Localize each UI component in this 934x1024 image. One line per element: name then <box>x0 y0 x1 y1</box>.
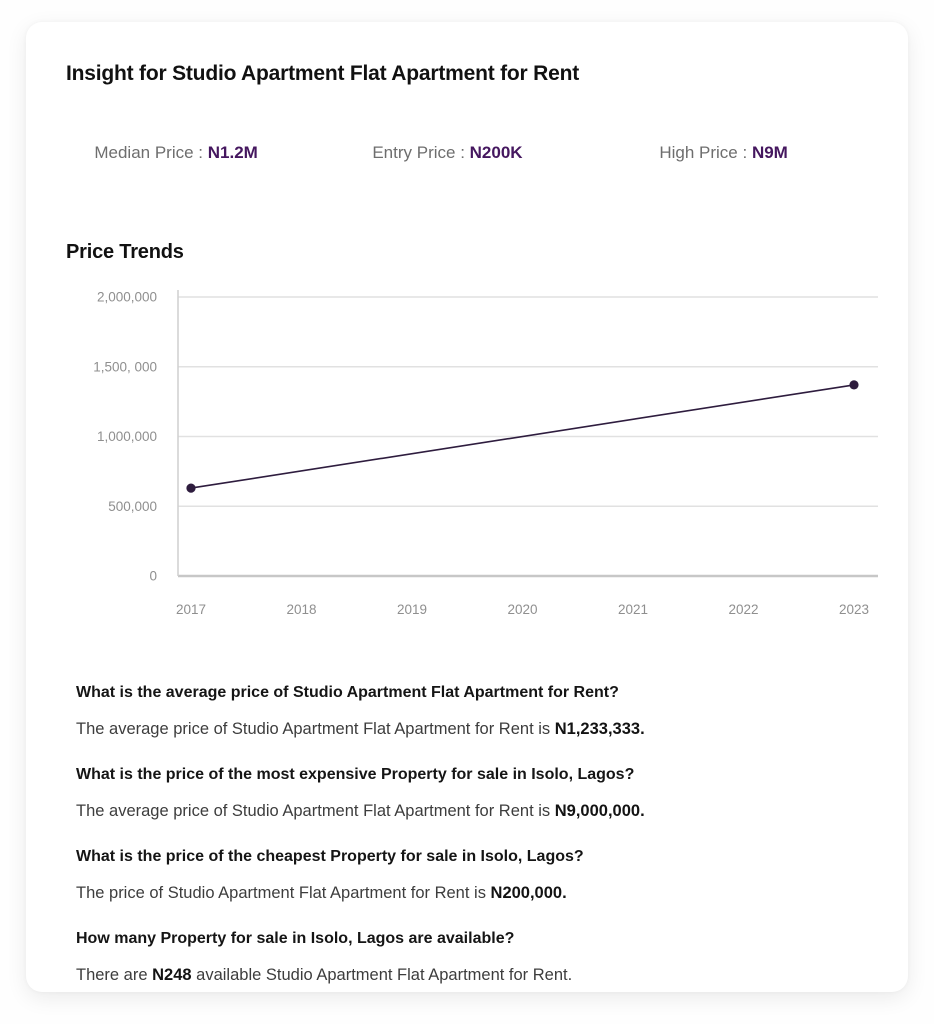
faq-answer: The price of Studio Apartment Flat Apart… <box>76 882 868 904</box>
price-trends-heading: Price Trends <box>66 241 184 263</box>
faq-item: How many Property for sale in Isolo, Lag… <box>76 928 868 986</box>
stat-median-price: Median Price : N1.2M <box>66 123 344 183</box>
answer-text: There are <box>76 966 153 984</box>
faq-item: What is the average price of Studio Apar… <box>76 682 868 740</box>
page-title: Insight for Studio Apartment Flat Apartm… <box>66 62 580 85</box>
svg-text:2020: 2020 <box>507 602 537 617</box>
stat-separator: : <box>737 143 752 162</box>
stat-value: N1.2M <box>207 143 258 162</box>
faq-answer: There are N248 available Studio Apartmen… <box>76 964 868 986</box>
price-stats-row: Median Price : N1.2M Entry Price : N200K… <box>66 123 868 183</box>
faq-answer: The average price of Studio Apartment Fl… <box>76 800 868 822</box>
svg-text:2017: 2017 <box>176 602 206 617</box>
answer-value: N9,000,000. <box>554 802 645 820</box>
answer-text: available Studio Apartment Flat Apartmen… <box>191 966 573 984</box>
svg-text:1,000,000: 1,000,000 <box>97 429 157 444</box>
faq-item: What is the price of the most expensive … <box>76 764 868 822</box>
faq-question: What is the price of the most expensive … <box>76 766 635 783</box>
svg-text:1,500, 000: 1,500, 000 <box>93 359 157 374</box>
faq-answer: The average price of Studio Apartment Fl… <box>76 718 868 740</box>
svg-text:2023: 2023 <box>839 602 869 617</box>
svg-text:2022: 2022 <box>728 602 758 617</box>
answer-value: N1,233,333. <box>554 720 645 738</box>
svg-text:2,000,000: 2,000,000 <box>97 290 157 305</box>
answer-text: The average price of Studio Apartment Fl… <box>76 802 555 820</box>
svg-text:2021: 2021 <box>618 602 648 617</box>
answer-text: The average price of Studio Apartment Fl… <box>76 720 555 738</box>
stat-separator: : <box>455 143 470 162</box>
faq-section: What is the average price of Studio Apar… <box>66 682 868 986</box>
answer-value: N200,000. <box>490 884 567 902</box>
stat-value: N200K <box>469 143 523 162</box>
stat-high-price: High Price : N9M <box>631 123 868 183</box>
svg-text:500,000: 500,000 <box>108 499 157 514</box>
stat-separator: : <box>193 143 208 162</box>
line-chart-canvas: 0 500,000 1,000,000 1,500, 000 2,000,000 2017… <box>93 290 878 617</box>
answer-text: The price of Studio Apartment Flat Apart… <box>76 884 491 902</box>
svg-text:0: 0 <box>149 569 157 584</box>
stat-value: N9M <box>751 143 788 162</box>
faq-question: What is the average price of Studio Apar… <box>76 684 619 701</box>
stat-label: High Price <box>659 143 738 162</box>
faq-question: How many Property for sale in Isolo, Lag… <box>76 930 515 947</box>
faq-question: What is the price of the cheapest Proper… <box>76 848 584 865</box>
price-trends-chart: 0 500,000 1,000,000 1,500, 000 2,000,000 2017… <box>66 290 878 622</box>
stat-entry-price: Entry Price : N200K <box>344 123 631 183</box>
svg-text:2018: 2018 <box>286 602 316 617</box>
stat-label: Median Price <box>94 143 194 162</box>
answer-value: N248 <box>152 966 192 984</box>
faq-item: What is the price of the cheapest Proper… <box>76 846 868 904</box>
svg-text:2019: 2019 <box>397 602 427 617</box>
insight-card: Insight for Studio Apartment Flat Apartm… <box>26 22 908 992</box>
stat-label: Entry Price <box>372 143 456 162</box>
